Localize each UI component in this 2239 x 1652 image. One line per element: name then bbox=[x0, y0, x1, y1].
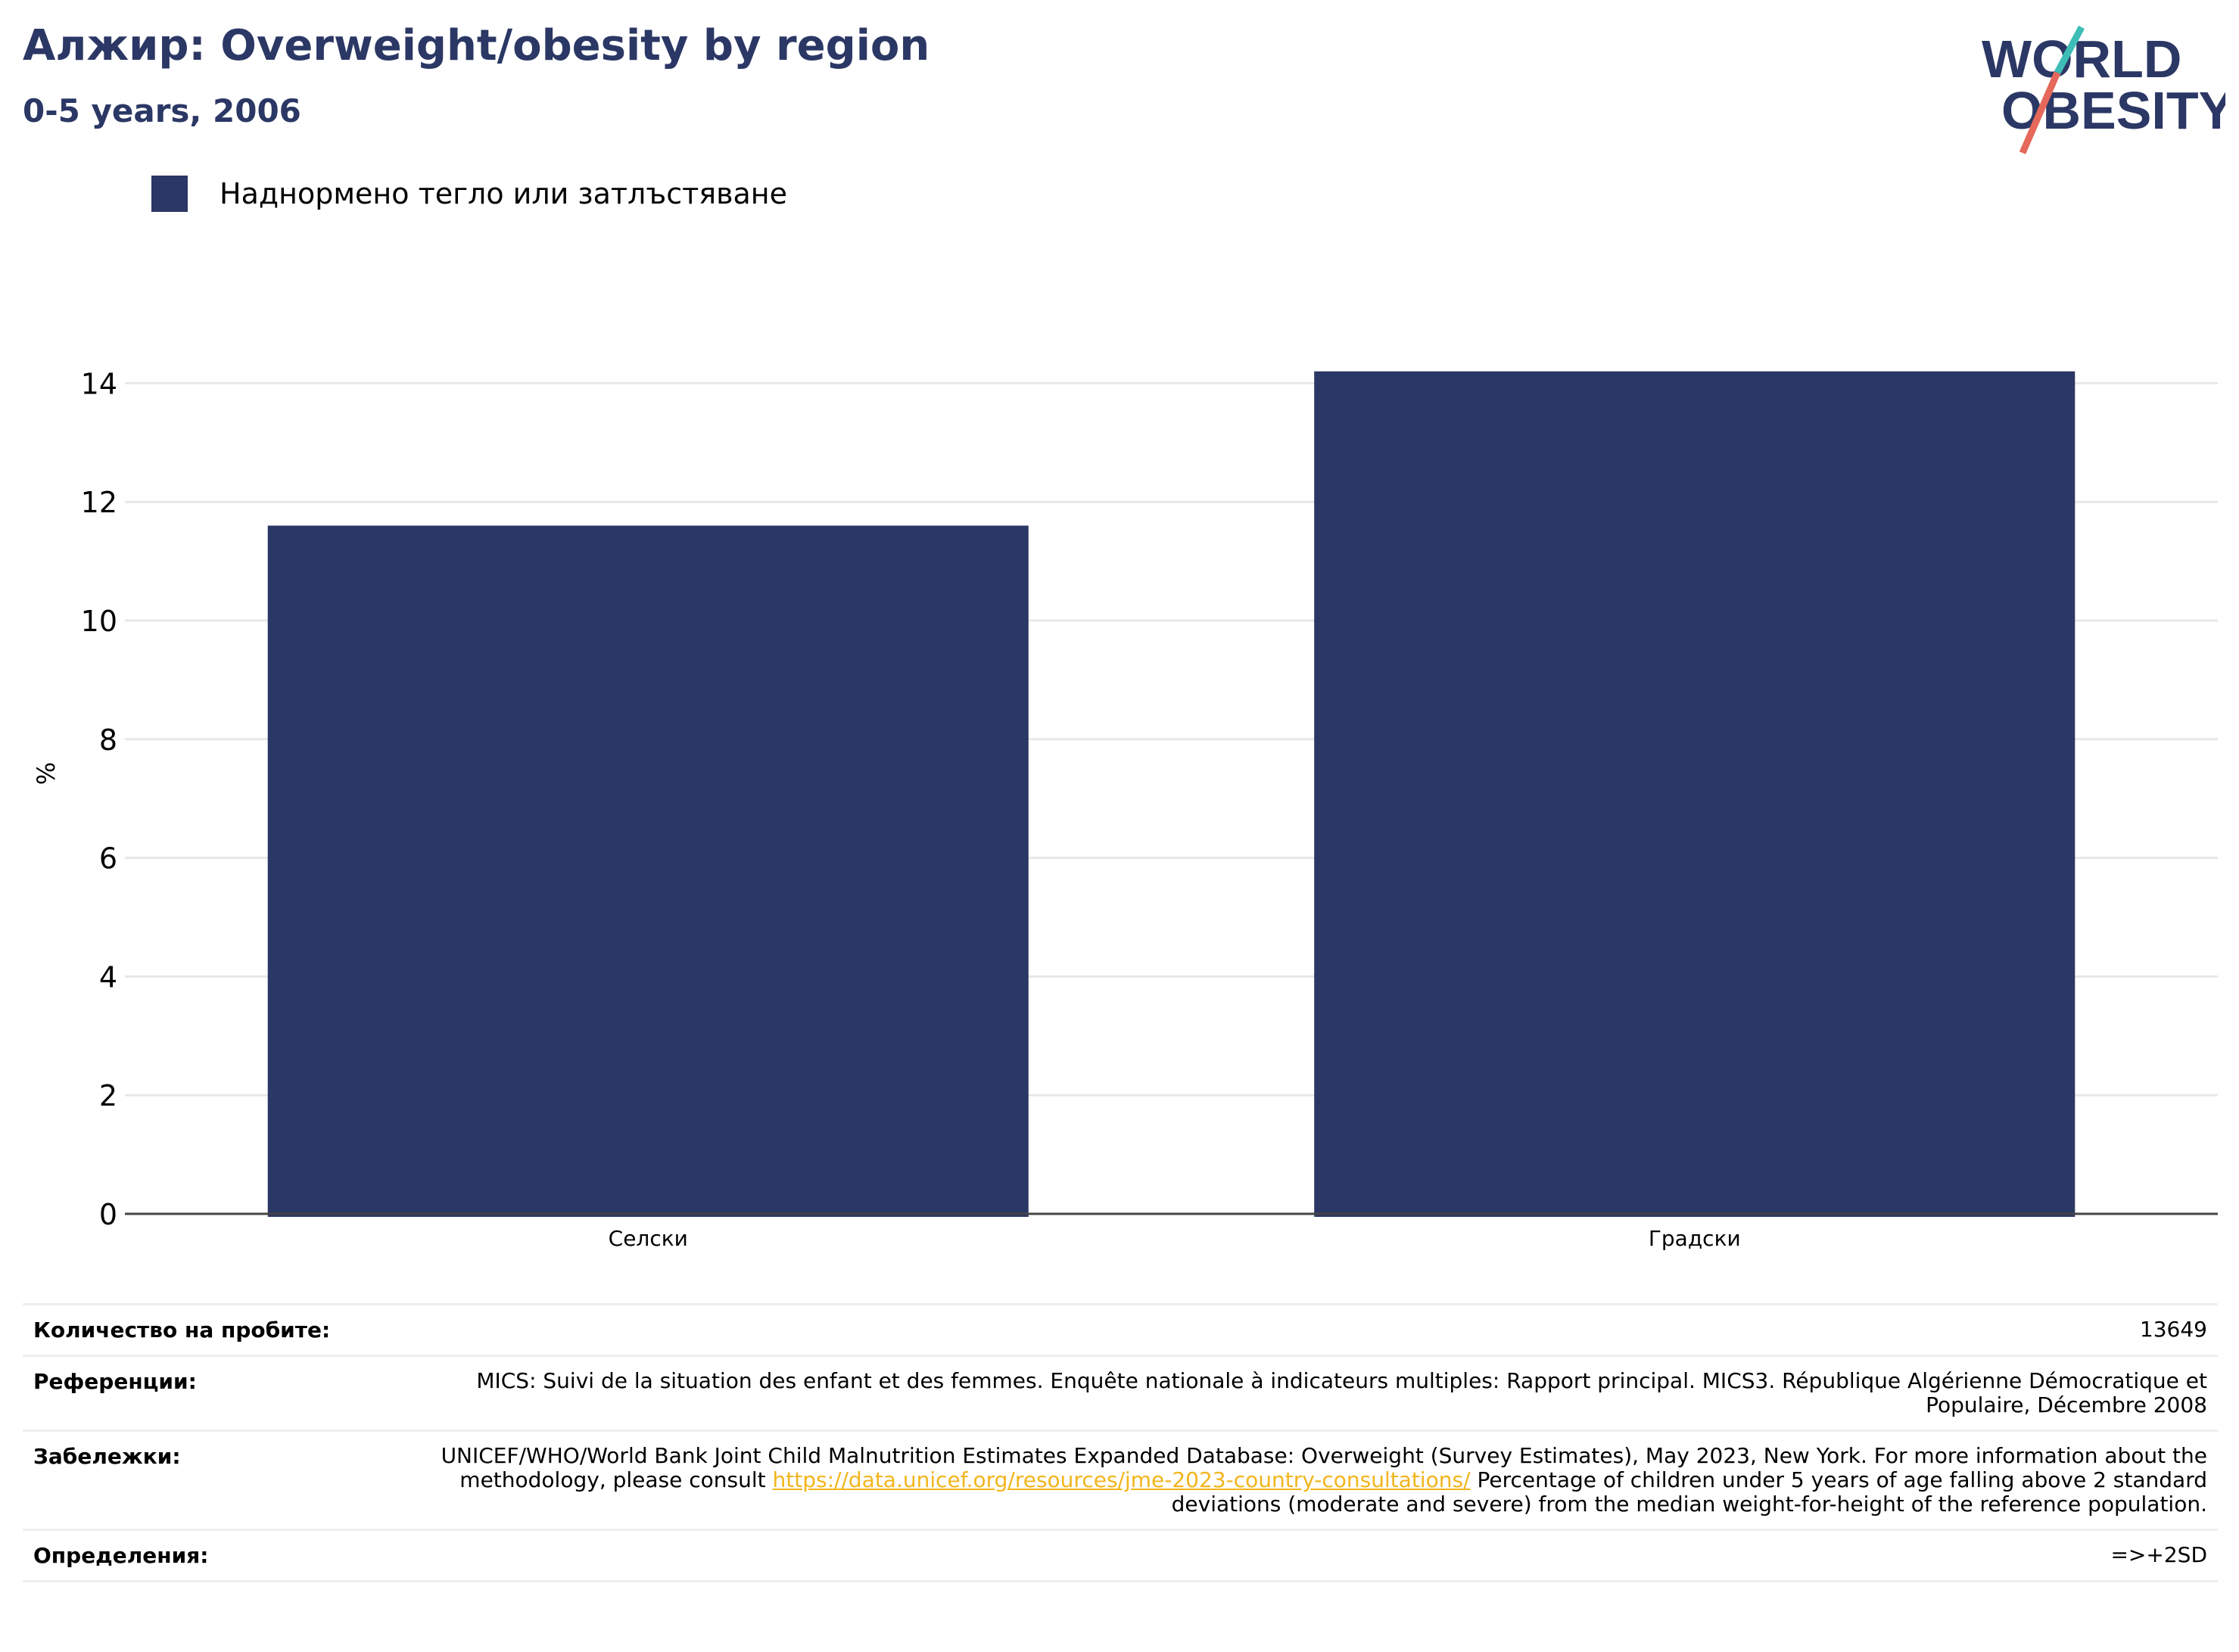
methodology-link[interactable]: https://data.unicef.org/resources/jme-20… bbox=[772, 1467, 1471, 1492]
world-obesity-logo: WORLD OBESITY bbox=[1982, 25, 2225, 154]
chart-title: Алжир: Overweight/obesity by region bbox=[23, 21, 930, 70]
references-label: Референции: bbox=[33, 1369, 197, 1394]
info-table: Количество на пробите: 13649 Референции:… bbox=[23, 1303, 2218, 1582]
info-row-references: Референции: MICS: Suivi de la situation … bbox=[23, 1355, 2218, 1430]
info-row-notes: Забележки: UNICEF/WHO/World Bank Joint C… bbox=[23, 1430, 2218, 1529]
sample-size-label: Количество на пробите: bbox=[33, 1318, 331, 1342]
notes-text-before: UNICEF/WHO/World Bank Joint Child Malnut… bbox=[441, 1443, 2207, 1492]
y-tick-label: 8 bbox=[99, 723, 117, 757]
y-tick-label: 6 bbox=[99, 842, 117, 876]
info-row-definitions: Определения: =>+2SD bbox=[23, 1529, 2218, 1582]
chart-subtitle: 0-5 years, 2006 bbox=[23, 92, 301, 129]
legend-swatch bbox=[151, 176, 188, 212]
bar-chart: 0 2 4 6 8 10 12 14 Селски Градски% bbox=[32, 367, 2218, 1251]
y-tick-label: 12 bbox=[81, 486, 117, 519]
legend-label: Наднормено тегло или затлъстяване bbox=[220, 177, 787, 210]
y-tick-label: 4 bbox=[99, 960, 117, 994]
x-tick-label: Градски bbox=[1649, 1226, 1741, 1251]
notes-label: Забележки: bbox=[33, 1444, 181, 1469]
sample-size-value: 13649 bbox=[2139, 1317, 2207, 1342]
references-value: MICS: Suivi de la situation des enfant e… bbox=[476, 1368, 2207, 1417]
info-row-sample-size: Количество на пробите: 13649 bbox=[23, 1303, 2218, 1355]
bar bbox=[1314, 371, 2076, 1218]
notes-text-after: Percentage of children under 5 years of … bbox=[1171, 1467, 2207, 1517]
logo-line1: WORLD bbox=[1982, 30, 2181, 89]
bar bbox=[267, 525, 1029, 1217]
y-tick-label: 0 bbox=[99, 1198, 117, 1231]
y-tick-label: 14 bbox=[81, 367, 117, 400]
chart-legend: Наднормено тегло или затлъстяване bbox=[151, 176, 787, 212]
x-tick-label: Селски bbox=[609, 1226, 688, 1251]
definitions-label: Определения: bbox=[33, 1543, 209, 1568]
y-tick-label: 10 bbox=[81, 605, 117, 638]
y-axis-label: % bbox=[32, 762, 61, 785]
definitions-value: =>+2SD bbox=[2110, 1542, 2207, 1567]
notes-value: UNICEF/WHO/World Bank Joint Child Malnut… bbox=[391, 1444, 2207, 1517]
y-tick-label: 2 bbox=[99, 1079, 117, 1112]
